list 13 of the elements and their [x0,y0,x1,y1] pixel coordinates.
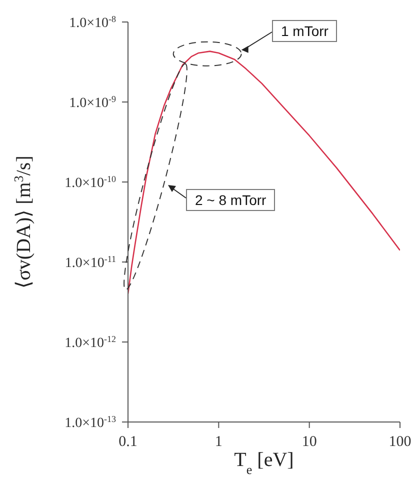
annotation: 2 ~ 8 mTorr [186,189,276,211]
y-tick-label: 1.0×10$^{-8}$ [69,14,116,31]
y-tick-label: 1.0×10$^{-12}$ [64,334,116,351]
x-tick-label: 10 [302,434,317,450]
x-tick-label: 1 [214,434,222,450]
y-tick-label: 1.0×10$^{-10}$ [64,174,116,191]
y-tick-label: 1.0×10$^{-13}$ [64,414,116,431]
x-tick-label: 100 [388,434,412,450]
x-tick-label: 0.1 [118,434,138,450]
x-axis-title: T$_{e}$ [eV] [234,449,294,476]
y-tick-label: 1.0×10$^{-9}$ [69,94,116,111]
y-tick-label: 1.0×10$^{-11}$ [64,254,116,271]
annotation: 1 mTorr [272,20,338,42]
